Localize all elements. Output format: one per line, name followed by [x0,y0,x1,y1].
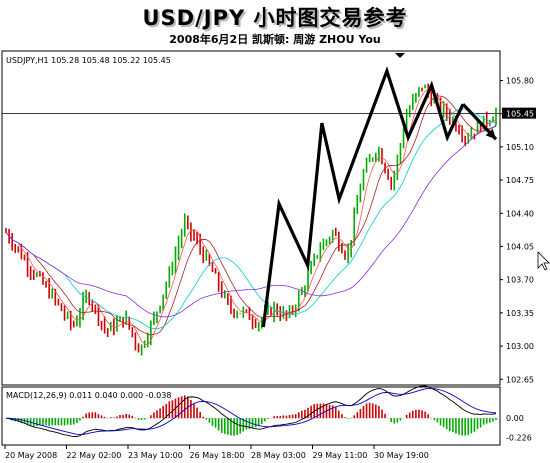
y-tick-label: 105.10 [506,143,534,152]
moving-average-line [5,89,497,346]
annotation-path [261,66,465,328]
x-tick-label: 30 May 19:00 [374,451,429,460]
chart-plot: 105.80 105.45 105.10 104.75 104.40 104.05 103.… [2,66,536,460]
x-tick-label: 26 May 18:00 [190,451,245,460]
macd-main-line [5,385,497,438]
y-tick-label: 103.00 [506,342,534,351]
moving-average-line [5,125,497,318]
x-tick-label: 28 May 03:00 [251,451,306,460]
annotation-arrow-head [485,128,496,140]
y-tick-label: 104.40 [506,209,534,218]
symbol-label: USDJPY,H1 105.28 105.48 105.22 105.45 [6,56,171,65]
y-tick-label: 103.35 [506,309,534,318]
shift-marker-icon [395,53,405,58]
y-tick-label: 104.05 [506,242,534,251]
macd-frame [1,386,501,446]
current-price-box [502,107,536,119]
current-price-label: 105.45 [506,110,534,119]
moving-average-line [5,95,497,336]
page-subtitle: 2008年6月2日 凯斯顿: 周游 ZHOU You [169,33,381,46]
y-tick-label: 103.70 [506,276,534,285]
macd-y-tick-label: -0.226 [506,434,532,443]
page-title: USD/JPY 小时图交易参考 [142,6,408,30]
macd-signal-line [5,388,497,436]
x-tick-label: 29 May 11:00 [313,451,368,460]
x-tick-label: 20 May 2008 [5,451,57,460]
y-tick-label: 102.65 [506,375,534,384]
cursor-icon [537,251,550,271]
x-tick-label: 22 May 02:00 [67,451,122,460]
macd-label: MACD(12,26,9) 0.011 0.040 0.000 -0.038 [6,391,171,400]
header: USD/JPY 小时图交易参考 2008年6月2日 凯斯顿: 周游 ZHOU Y… [0,0,550,48]
x-tick-label: 23 May 10:00 [128,451,183,460]
y-tick-label: 104.75 [506,176,534,185]
y-tick-label: 105.80 [506,76,534,85]
macd-y-tick-label: 0.00 [506,414,524,423]
moving-average-line [5,108,497,330]
